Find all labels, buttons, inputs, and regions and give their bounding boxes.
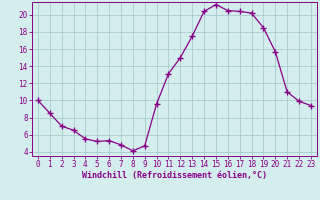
X-axis label: Windchill (Refroidissement éolien,°C): Windchill (Refroidissement éolien,°C) <box>82 171 267 180</box>
